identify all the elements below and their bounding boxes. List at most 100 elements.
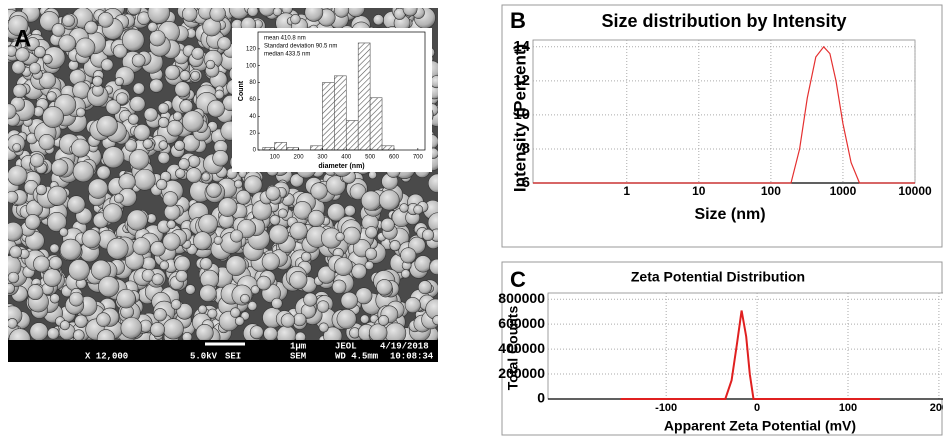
sem-info: X 12,000	[85, 351, 128, 361]
particle	[59, 227, 69, 237]
particle	[342, 226, 361, 245]
particle	[400, 247, 417, 264]
particle	[289, 271, 308, 290]
particle	[261, 252, 280, 271]
sem-info: SEI	[225, 351, 241, 361]
particle	[336, 309, 357, 330]
bar	[334, 75, 347, 151]
panel-label: A	[14, 25, 31, 52]
particle	[400, 269, 411, 279]
particle	[247, 8, 259, 17]
x-axis-label: Size (nm)	[694, 206, 765, 223]
particle	[25, 37, 40, 51]
particle	[8, 328, 31, 340]
particle	[150, 241, 166, 257]
particle	[191, 47, 205, 60]
particle	[271, 297, 283, 310]
particle	[30, 153, 45, 168]
particle	[179, 70, 191, 82]
particle	[181, 8, 198, 22]
particle	[163, 204, 181, 221]
particle	[42, 106, 64, 128]
particle	[51, 23, 66, 37]
particle	[201, 172, 211, 182]
particle	[102, 203, 123, 224]
y-tick-label: 200000	[498, 365, 545, 381]
particle	[225, 255, 247, 276]
particle	[217, 197, 238, 217]
particle	[281, 8, 293, 15]
particle	[430, 75, 438, 89]
particle	[164, 64, 180, 81]
annotation: mean 410.8 nm	[264, 36, 306, 42]
particle	[293, 312, 307, 327]
x-tick-label: 10000	[898, 184, 932, 198]
x-tick-label: -100	[655, 402, 677, 414]
y-axis-label: Intensity (Percent)	[510, 44, 529, 192]
particle	[72, 329, 85, 340]
particle	[8, 103, 17, 120]
particle	[340, 291, 358, 310]
particle	[190, 70, 201, 81]
y-tick-label: 12	[513, 72, 530, 89]
particle	[143, 107, 158, 122]
particle	[59, 320, 70, 331]
x-tick-label: 300	[317, 155, 328, 161]
particle	[129, 95, 146, 113]
particle	[205, 59, 216, 70]
particle	[132, 82, 145, 95]
particle	[418, 280, 432, 295]
particle	[15, 47, 30, 62]
particle	[166, 119, 184, 137]
particle	[62, 14, 75, 28]
particle	[106, 237, 129, 260]
particle	[263, 326, 278, 340]
particle	[9, 245, 23, 259]
bar	[310, 145, 323, 151]
particle	[289, 221, 308, 240]
particle	[290, 14, 301, 25]
particle	[49, 293, 60, 304]
x-tick-label: 1	[623, 184, 630, 198]
particle	[114, 77, 124, 87]
particle	[92, 75, 103, 87]
particle	[158, 116, 170, 129]
particle	[195, 324, 214, 340]
particle	[105, 99, 121, 115]
particle	[59, 238, 82, 261]
particle	[277, 208, 288, 219]
bar	[357, 42, 371, 151]
particle	[147, 8, 170, 24]
particle	[360, 314, 370, 324]
particle	[96, 165, 111, 180]
particle	[355, 287, 373, 305]
scale-label: 1μm	[290, 341, 307, 351]
data-line	[620, 310, 880, 400]
particle	[12, 83, 27, 99]
particle	[74, 314, 88, 328]
particle	[170, 299, 182, 310]
sem-info: 4/19/2018	[380, 341, 429, 351]
particle	[378, 189, 400, 211]
particle	[346, 8, 365, 18]
particle	[427, 173, 438, 193]
particle	[131, 53, 146, 68]
particle	[331, 279, 347, 294]
particle	[166, 219, 176, 230]
particle	[198, 214, 218, 234]
particle	[149, 29, 166, 47]
particle	[365, 226, 378, 239]
y-tick-label: 20	[249, 131, 256, 137]
particle	[316, 300, 330, 313]
bar	[274, 142, 287, 151]
bar	[262, 147, 275, 151]
y-tick-label: 800000	[498, 290, 545, 306]
particle	[174, 81, 191, 98]
y-tick-label: 60	[249, 97, 256, 103]
particle	[43, 268, 62, 287]
y-tick-label: 80	[249, 80, 256, 86]
particle	[349, 183, 367, 200]
particle	[159, 260, 170, 271]
y-tick-label: 6	[522, 174, 530, 191]
y-tick-label: 600000	[498, 315, 545, 331]
